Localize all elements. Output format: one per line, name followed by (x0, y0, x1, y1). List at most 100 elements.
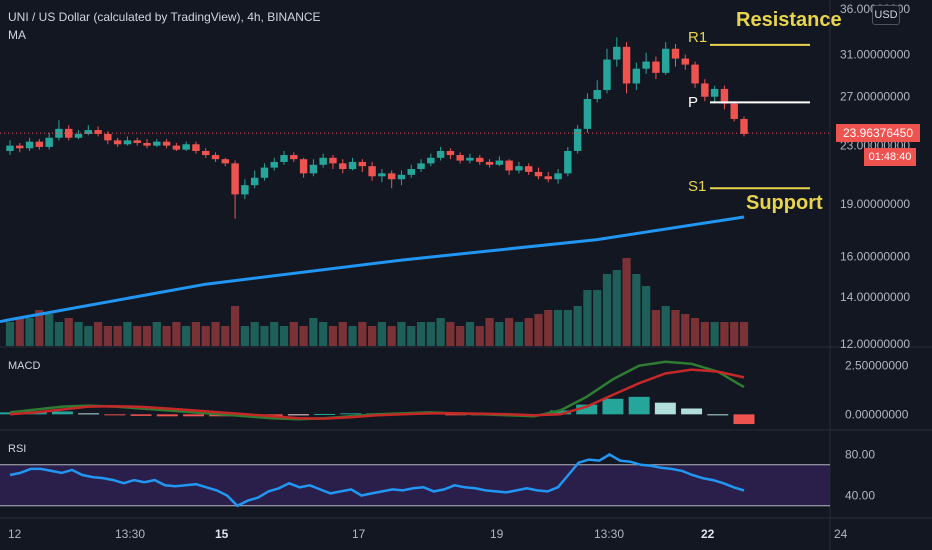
volume-bar (35, 310, 44, 346)
volume-bar (113, 326, 122, 346)
countdown-tag: 01:48:40 (864, 148, 916, 166)
macd-histogram-bar (78, 413, 100, 415)
volume-bar (338, 322, 347, 346)
volume-bar (260, 326, 269, 346)
volume-bar (358, 322, 367, 346)
volume-bar (632, 274, 641, 346)
candle-body (35, 141, 44, 147)
price-tick-label: 27.00000000 (840, 90, 910, 104)
candle-body (280, 155, 288, 162)
ma-line-extension (0, 318, 11, 324)
candle-body (192, 144, 200, 151)
chart-title: UNI / US Dollar (calculated by TradingVi… (8, 10, 321, 24)
volume-bar (152, 322, 161, 346)
macd-histogram-bar (340, 413, 362, 415)
price-tick-label: 19.00000000 (840, 197, 910, 211)
volume-bar (700, 322, 709, 346)
candle-body (153, 141, 161, 146)
volume-bar (84, 326, 93, 346)
candle-body (358, 161, 367, 167)
indicator-label: MA (8, 28, 26, 42)
rsi-line (9, 453, 745, 508)
candle-body (270, 161, 278, 168)
macd-histogram-bar (654, 402, 676, 415)
ma-line (9, 215, 745, 322)
volume-bar (456, 326, 465, 346)
volume-bar (730, 322, 739, 346)
candle-body (436, 150, 445, 158)
volume-bar (524, 318, 533, 346)
candle-body (329, 157, 337, 164)
time-tick-label: 15 (215, 527, 229, 541)
price-tick-label: 31.00000000 (840, 48, 910, 62)
rsi-tick-label: 40.00 (845, 489, 875, 503)
candle-body (613, 46, 621, 60)
candle-body (241, 185, 249, 195)
volume-bar (465, 322, 475, 346)
volume-bar (328, 326, 338, 346)
candle-body (319, 157, 327, 165)
candle-body (446, 150, 455, 156)
macd-histogram-bar (287, 414, 309, 416)
candle-body (544, 176, 552, 180)
volume-bar (661, 306, 670, 346)
candle-body (299, 159, 308, 174)
support-label: Support (746, 192, 823, 214)
volume-bar (573, 306, 582, 346)
volume-bar (162, 326, 171, 346)
candle-body (515, 166, 523, 171)
volume-bar (309, 318, 318, 346)
candle-body (632, 68, 641, 84)
volume-bar (544, 310, 553, 346)
candle-body (378, 173, 386, 177)
volume-bar (690, 318, 700, 346)
macd-histogram-bar (707, 414, 729, 416)
volume-bar (622, 258, 631, 346)
volume-bar (250, 322, 259, 346)
candle-body (505, 160, 513, 171)
volume-bar (142, 326, 152, 346)
time-tick-label: 13:30 (594, 527, 624, 541)
volume-bar (651, 310, 661, 346)
volume-bar (74, 322, 83, 346)
volume-bar (182, 326, 191, 346)
last-price-tag: 23.96376450 (836, 124, 920, 142)
time-tick-label: 12 (8, 527, 22, 541)
currency-button[interactable]: USD (872, 5, 900, 25)
candle-body (603, 59, 611, 91)
candle-body (260, 167, 269, 178)
volume-bar (299, 326, 308, 346)
volume-bar (221, 326, 230, 346)
candle-body (671, 48, 680, 59)
time-tick-label: 19 (490, 527, 504, 541)
macd-histogram-bar (733, 414, 755, 425)
candle-body (162, 141, 171, 146)
volume-bar (681, 314, 690, 346)
volume-bar (739, 322, 749, 346)
price-tick-label: 16.00000000 (840, 249, 910, 263)
volume-bar (348, 326, 357, 346)
volume-bar (436, 318, 445, 346)
macd-histogram-bar (681, 408, 703, 415)
volume-bar (407, 326, 416, 346)
volume-bar (416, 322, 426, 346)
macd-histogram-bar (602, 398, 624, 415)
candle-body (661, 48, 670, 73)
candle-body (182, 144, 190, 150)
candle-body (143, 142, 151, 146)
r1-label: R1 (688, 29, 708, 46)
time-tick-label: 17 (352, 527, 366, 541)
candle-body (16, 145, 24, 149)
candle-body (427, 157, 435, 164)
signal-line (9, 368, 745, 420)
volume-bar (387, 326, 396, 346)
time-tick-label: 24 (834, 527, 848, 541)
candle-body (45, 137, 53, 147)
candle-body (720, 88, 729, 104)
candle-body (485, 161, 494, 165)
volume-bar (642, 286, 651, 346)
candle-body (583, 98, 592, 129)
volume-bar (446, 322, 455, 346)
